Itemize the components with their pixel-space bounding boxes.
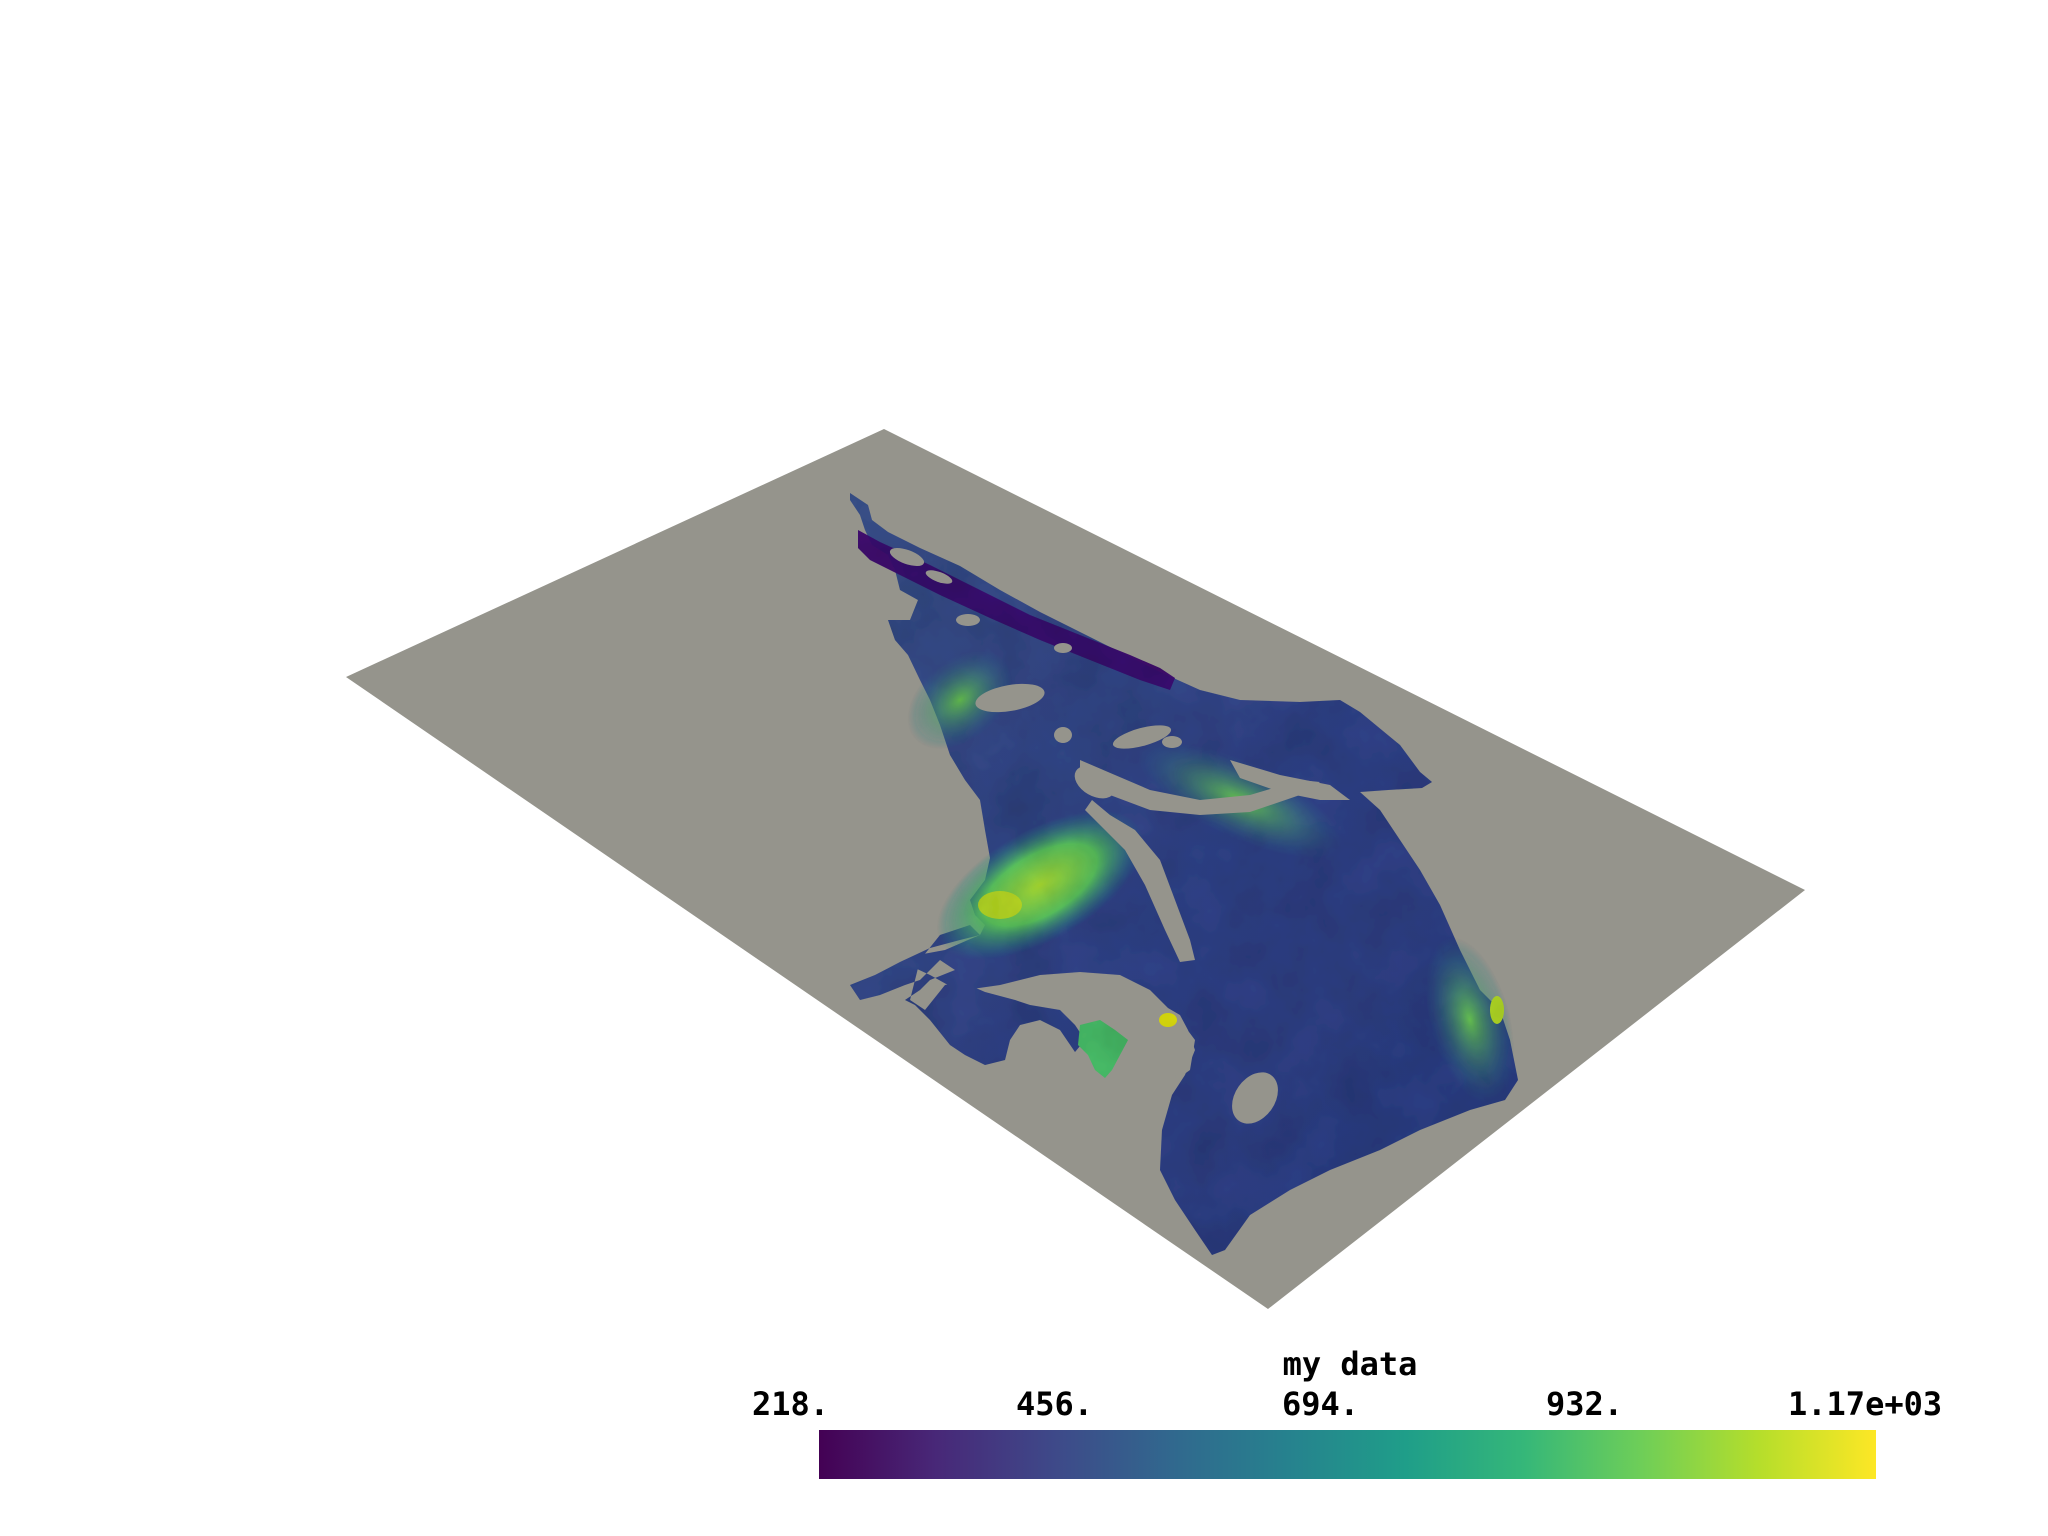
colorbar-tick-1: 218.	[752, 1385, 830, 1423]
terrain-hole-14	[1172, 1020, 1195, 1080]
terrain-peak-east	[1490, 996, 1504, 1024]
terrain-hole-6	[1232, 1072, 1278, 1124]
terrain-hole-5	[1074, 765, 1116, 799]
terrain-highland-west	[936, 810, 1144, 960]
colorbar-tick-3: 694.	[1282, 1385, 1360, 1423]
colorbar-title: my data	[1282, 1345, 1418, 1383]
terrain-island-sw	[1078, 1020, 1128, 1078]
terrain-hole-2	[1112, 725, 1172, 749]
terrain-highland-east	[1425, 937, 1515, 1103]
terrain-surface	[850, 493, 1518, 1255]
terrain-main	[850, 493, 1518, 1255]
terrain-hole-7	[889, 547, 925, 567]
terrain-holes	[889, 547, 1350, 1124]
colorbar-gradient	[819, 1430, 1876, 1479]
terrain-highland-north	[907, 650, 1013, 750]
terrain-hole-11	[1054, 727, 1072, 743]
terrain-channel	[858, 530, 1175, 690]
colorbar-tick-4: 932.	[1546, 1385, 1624, 1423]
colorbar-tick-5: 1.17e+03	[1788, 1385, 1943, 1423]
colorbar-tick-2: 456.	[1016, 1385, 1094, 1423]
terrain-hole-12	[1162, 736, 1182, 748]
terrain-peak-south	[1159, 1013, 1177, 1027]
terrain-hole-1	[975, 683, 1045, 713]
terrain-hole-10	[1054, 643, 1072, 653]
terrain-hole-3	[1080, 760, 1320, 815]
terrain-peak-west	[978, 891, 1022, 919]
terrain-hole-8	[925, 570, 953, 584]
terrain-hole-9	[956, 614, 980, 626]
terrain-hole-13	[1230, 760, 1350, 800]
terrain-hole-4	[1085, 800, 1195, 962]
